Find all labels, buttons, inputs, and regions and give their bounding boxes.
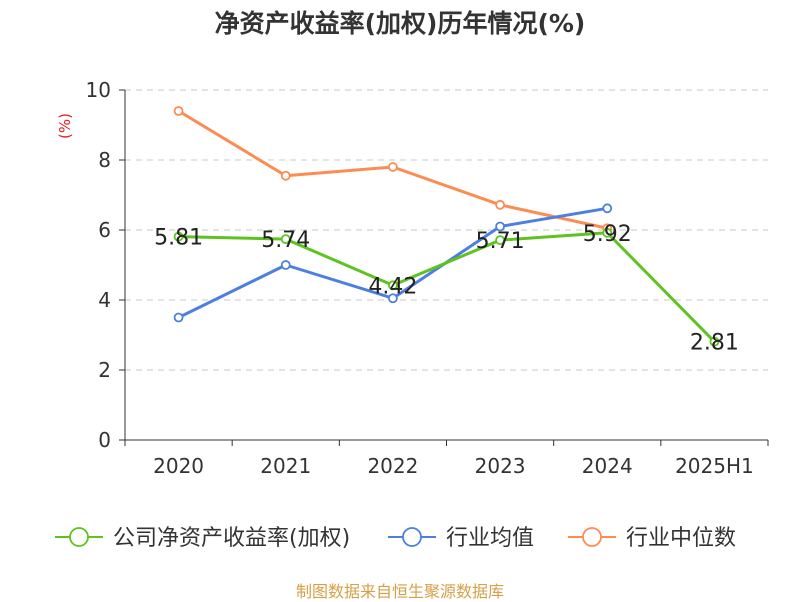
- y-tick-label: 10: [86, 78, 111, 102]
- data-label: 5.71: [476, 229, 525, 254]
- legend-label: 行业中位数: [626, 526, 736, 551]
- x-tick-label: 2024: [582, 454, 633, 478]
- data-point: [173, 312, 184, 323]
- data-point: [709, 336, 720, 347]
- chart-title: 净资产收益率(加权)历年情况(%): [214, 9, 586, 38]
- x-tick-label: 2023: [475, 454, 526, 478]
- data-point: [602, 203, 613, 214]
- y-tick-label: 4: [98, 288, 111, 312]
- y-tick-label: 2: [98, 358, 111, 382]
- data-point: [173, 106, 184, 116]
- legend-marker: [69, 527, 89, 547]
- data-point: [495, 221, 505, 232]
- data-point: [602, 227, 613, 238]
- legend-label: 公司净资产收益率(加权): [113, 526, 350, 551]
- data-point: [280, 170, 291, 181]
- data-label: 2.81: [690, 331, 739, 356]
- data-label: 5.92: [583, 222, 632, 247]
- x-tick-label: 2025H1: [675, 454, 754, 478]
- data-point: [495, 199, 505, 210]
- data-point: [280, 234, 291, 245]
- data-point: [388, 162, 398, 172]
- y-tick-label: 0: [98, 428, 111, 452]
- data-source-note: 制图数据来自恒生聚源数据库: [295, 582, 504, 601]
- data-label: 5.81: [154, 226, 203, 251]
- x-tick-label: 2020: [153, 454, 204, 478]
- data-point: [173, 231, 184, 242]
- y-axis-label: (%): [56, 113, 74, 139]
- legend-marker: [582, 527, 602, 547]
- x-tick-label: 2022: [367, 454, 418, 478]
- legend-marker: [402, 527, 422, 547]
- data-point: [388, 280, 398, 291]
- x-tick-label: 2021: [260, 454, 311, 478]
- data-point: [388, 293, 398, 304]
- series-line: [178, 231, 716, 343]
- y-tick-label: 8: [98, 148, 111, 172]
- data-label: 4.42: [368, 274, 417, 299]
- y-tick-label: 6: [98, 218, 111, 242]
- data-label: 5.74: [261, 228, 310, 253]
- legend-label: 行业均值: [446, 526, 534, 551]
- data-point: [495, 235, 505, 246]
- data-point: [280, 260, 291, 270]
